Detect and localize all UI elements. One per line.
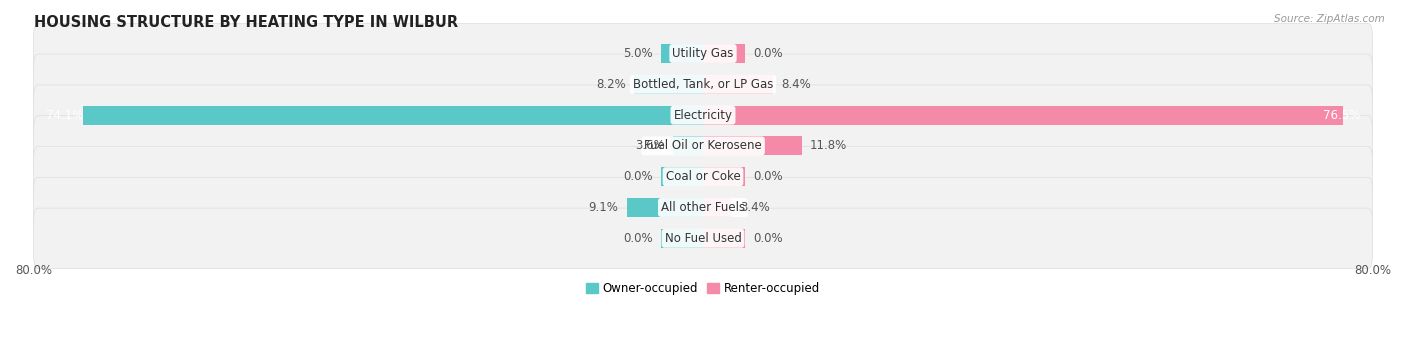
Text: 3.4%: 3.4% — [740, 201, 769, 214]
Text: All other Fuels: All other Fuels — [661, 201, 745, 214]
FancyBboxPatch shape — [34, 23, 1372, 84]
FancyBboxPatch shape — [34, 147, 1372, 207]
Bar — [673, 136, 703, 155]
Text: Electricity: Electricity — [673, 108, 733, 122]
Text: 76.5%: 76.5% — [1323, 108, 1360, 122]
Text: 9.1%: 9.1% — [589, 201, 619, 214]
Bar — [703, 75, 773, 94]
Bar — [703, 44, 745, 63]
Text: 3.6%: 3.6% — [634, 139, 665, 152]
Bar — [703, 198, 731, 217]
Text: 0.0%: 0.0% — [754, 47, 783, 60]
Bar — [661, 229, 703, 248]
Bar — [703, 136, 801, 155]
Text: No Fuel Used: No Fuel Used — [665, 232, 741, 245]
Text: Bottled, Tank, or LP Gas: Bottled, Tank, or LP Gas — [633, 78, 773, 91]
Legend: Owner-occupied, Renter-occupied: Owner-occupied, Renter-occupied — [586, 282, 820, 295]
Bar — [661, 167, 703, 186]
Text: 74.1%: 74.1% — [46, 108, 83, 122]
Bar — [634, 75, 703, 94]
Text: 8.4%: 8.4% — [782, 78, 811, 91]
Text: HOUSING STRUCTURE BY HEATING TYPE IN WILBUR: HOUSING STRUCTURE BY HEATING TYPE IN WIL… — [34, 15, 457, 30]
Text: 5.0%: 5.0% — [623, 47, 652, 60]
Bar — [703, 229, 745, 248]
Text: 0.0%: 0.0% — [754, 232, 783, 245]
FancyBboxPatch shape — [34, 177, 1372, 238]
Text: Fuel Oil or Kerosene: Fuel Oil or Kerosene — [644, 139, 762, 152]
Text: 8.2%: 8.2% — [596, 78, 626, 91]
FancyBboxPatch shape — [34, 54, 1372, 115]
Bar — [83, 106, 703, 125]
Text: Utility Gas: Utility Gas — [672, 47, 734, 60]
Bar — [627, 198, 703, 217]
FancyBboxPatch shape — [34, 208, 1372, 268]
Bar — [703, 106, 1343, 125]
Text: Coal or Coke: Coal or Coke — [665, 170, 741, 183]
FancyBboxPatch shape — [34, 85, 1372, 145]
Text: 11.8%: 11.8% — [810, 139, 848, 152]
Text: Source: ZipAtlas.com: Source: ZipAtlas.com — [1274, 14, 1385, 24]
Text: 0.0%: 0.0% — [623, 232, 652, 245]
Text: 0.0%: 0.0% — [754, 170, 783, 183]
FancyBboxPatch shape — [34, 116, 1372, 176]
Text: 0.0%: 0.0% — [623, 170, 652, 183]
Bar — [661, 44, 703, 63]
Bar — [703, 167, 745, 186]
